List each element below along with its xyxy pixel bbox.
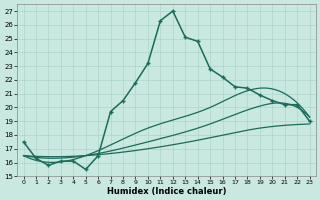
X-axis label: Humidex (Indice chaleur): Humidex (Indice chaleur) xyxy=(107,187,226,196)
